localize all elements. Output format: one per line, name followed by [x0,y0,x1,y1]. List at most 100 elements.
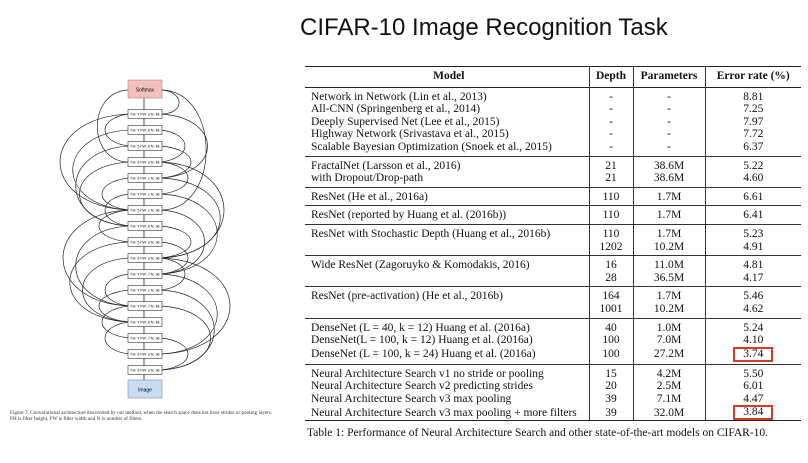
conv-layer-node: FH: 7 FW: 1 N: 36 [127,285,163,295]
model-cell: ResNet with Stochastic Depth (Huang et a… [311,227,551,240]
conv-layer-node: FH: 5 FW: 5 N: 48 [127,141,163,151]
conv-layer-label: FH: 3 FW: 1 N: 36 [131,177,160,181]
model-cell: Neural Architecture Search v2 predicting… [311,380,533,393]
skip-connection-arc [101,305,130,339]
skip-connection-arc [160,337,189,371]
error-rate-cell: 3.74 [704,346,801,365]
skip-connection-arc [62,209,130,307]
table-row: Wide ResNet (Zagoruyko & Komodakis, 2016… [305,255,801,272]
conv-layer-node: FH: 7 FW: 3 N: 48 [127,109,163,119]
conv-layer-label: FH: 7 FW: 5 N: 36 [131,225,160,229]
skip-connection-arc [160,145,192,179]
table-row: Deeply Supervised Net (Lee et al., 2015)… [305,115,801,129]
model-cell [305,302,589,319]
skip-connection-arc [160,193,218,275]
model-cell: ResNet (pre-activation) (He et al., 2016… [311,290,503,303]
image-label: Image [138,388,152,394]
header-depth: Depth [588,66,634,88]
table-row: ResNet (reported by Huang et al. (2016b)… [305,205,801,225]
skip-connection-arc [69,241,130,323]
architecture-figure: Softmax FH: 7 FW: 3 N: 48 FH: 7 FW: 5 N: … [10,70,280,450]
skip-connection-arc [160,257,186,291]
model-cell: DenseNet (L = 100, k = 24) Huang et al. … [305,346,589,365]
parameters-cell: - [667,128,671,141]
skip-connection-arc [82,257,130,323]
skip-connection-arc [97,89,130,163]
skip-connection-arc [104,113,130,147]
parameters-cell: - [633,140,705,157]
error-rate-cell: 7.97 [704,115,801,129]
conv-layer-node: FH: 3 FW: 3 N: 48 [127,157,163,167]
highlighted-error-rate: 3.74 [733,346,774,362]
depth-cell: 39 [588,405,634,422]
table-row: 1202 10.2M 4.91 [305,240,801,257]
table-row: ResNet with Stochastic Depth (Huang et a… [305,224,801,241]
model-cell: Neural Architecture Search v3 max poolin… [305,405,589,422]
conv-layer-node: FH: 3 FW: 3 N: 36 [127,349,163,359]
skip-connection-arc [75,225,130,307]
header-error-rate: Error rate (%) [704,66,801,88]
model-cell: ResNet (He et al., 2016a) [305,187,589,207]
depth-cell: 21 [588,156,634,173]
conv-layer-label: FH: 7 FW: 1 N: 36 [131,193,160,197]
softmax-node: Softmax [127,79,163,99]
parameters-cell: 1.7M [656,227,682,240]
parameters-cell: 7.1M [656,392,682,405]
conv-layer-label: FH: 5 FW: 5 N: 48 [131,145,160,149]
parameters-cell: 36.5M [633,271,705,288]
depth-cell: 28 [588,271,634,288]
parameters-cell: 2.5M [656,380,682,393]
parameters-cell: 1.7M [656,290,682,303]
conv-layer-label: FH: 7 FW: 1 N: 36 [131,289,160,293]
model-cell: Scalable Bayesian Optimization (Snoek et… [305,140,589,157]
conv-layer-label: FH: 7 FW: 7 N: 36 [131,273,160,277]
conv-layer-node: FH: 3 FW: 3 N: 36 [127,253,163,263]
conv-layer-node: FH: 7 FW: 7 N: 48 [127,301,163,311]
conv-layer-label: FH: 3 FW: 3 N: 36 [131,257,160,261]
depth-cell: 1202 [588,240,634,257]
table-header-row: Model Depth Parameters Error rate (%) [305,66,801,88]
skip-connection-arc [160,257,231,355]
model-cell: Highway Network (Srivastava et al., 2015… [311,128,509,141]
skip-connection-arc [160,273,218,355]
model-cell [305,240,589,257]
model-cell: Network in Network (Lin et al., 2013) [311,90,487,103]
softmax-label: Softmax [136,88,155,94]
skip-connection-arc [98,209,130,243]
header-model: Model [433,70,465,82]
error-rate-cell: 4.10 [704,334,801,347]
parameters-cell: 7.0M [656,334,682,347]
depth-cell: 164 [588,286,634,303]
parameters-cell: - [667,103,671,116]
depth-cell: 110 [588,187,634,207]
parameters-cell: 10.2M [633,302,705,319]
conv-layer-label: FH: 7 FW: 3 N: 48 [131,113,160,117]
conv-layer-label: FH: 7 FW: 5 N: 48 [131,129,160,133]
conv-layer-label: FH: 3 FW: 3 N: 36 [131,369,160,373]
parameters-cell: 27.2M [633,346,705,365]
error-rate-cell: 4.81 [704,255,801,272]
model-cell: Wide ResNet (Zagoruyko & Komodakis, 2016… [311,259,530,272]
depth-cell: 110 [588,205,634,225]
results-table-panel: Model Depth Parameters Error rate (%) Ne… [305,66,801,439]
table-row: DenseNet (L = 40, k = 12) Huang et al. (… [305,318,801,335]
results-table: Model Depth Parameters Error rate (%) Ne… [305,66,801,422]
table-row: Neural Architecture Search v1 no stride … [305,364,801,381]
parameters-cell: - [667,115,671,128]
depth-cell: 21 [588,172,634,188]
conv-layer-label: FH: 3 FW: 3 N: 48 [131,161,160,165]
skip-connection-arc [160,113,208,179]
table-row: Neural Architecture Search v3 max poolin… [305,405,801,422]
depth-cell: 100 [588,334,634,347]
table-row: ResNet (He et al., 2016a) 110 1.7M 6.61 [305,187,801,207]
skip-connection-arc [160,161,189,195]
depth-cell: 20 [588,380,634,393]
conv-layer-node: FH: 5 FW: 1 N: 36 [127,205,163,215]
header-parameters: Parameters [640,70,698,82]
depth-cell: 110 [588,224,634,241]
parameters-cell: 11.0M [654,259,684,272]
skip-connection-arc [160,225,192,259]
conv-layer-node: FH: 7 FW: 1 N: 36 [127,189,163,199]
conv-layer-node: FH: 5 FW: 3 N: 36 [127,237,163,247]
error-rate-cell: 4.91 [704,240,801,257]
